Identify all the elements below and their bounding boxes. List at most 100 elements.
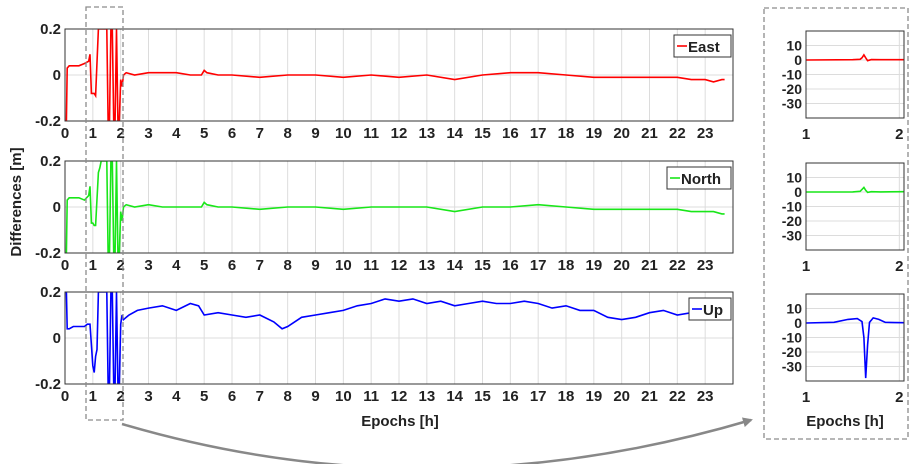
zoom-series-line-up — [806, 316, 904, 379]
x-tick-label: 1 — [89, 125, 97, 142]
x-tick-label: 7 — [256, 125, 264, 142]
x-tick-label: 2 — [895, 258, 903, 275]
x-tick-label: 10 — [335, 388, 352, 405]
legend-label: Up — [703, 302, 723, 319]
y-tick-label: 0 — [794, 184, 802, 200]
plot-border — [805, 162, 905, 251]
x-tick-label: 8 — [283, 125, 291, 142]
x-tick-label: 2 — [895, 126, 903, 143]
y-tick-label: 0 — [794, 52, 802, 68]
x-tick-label: 2 — [895, 389, 903, 406]
y-tick-label: -0.2 — [35, 113, 61, 130]
x-tick-label: 0 — [61, 388, 69, 405]
x-tick-label: 2 — [116, 257, 124, 274]
x-tick-label: 9 — [311, 388, 319, 405]
y-tick-label: -10 — [782, 199, 802, 215]
x-tick-label: 16 — [502, 125, 519, 142]
y-tick-label: 10 — [786, 301, 802, 317]
main-panels: -0.200.20 1 2 3 4 5 6 7 8 9 10 11 12 13 14 15 16 17 18 19 20… — [35, 21, 734, 405]
x-tick-label: 22 — [669, 388, 686, 405]
x-tick-label: 18 — [558, 125, 575, 142]
x-tick-label: 19 — [585, 388, 602, 405]
x-tick-label: 20 — [613, 257, 630, 274]
y-tick-label: 0.2 — [40, 284, 61, 301]
y-tick-label: -20 — [782, 81, 802, 97]
y-tick-label: -30 — [782, 359, 802, 375]
x-tick-label: 1 — [802, 258, 810, 275]
y-tick-label: 0 — [53, 330, 61, 347]
x-tick-label: 9 — [311, 257, 319, 274]
legend-up: Up — [688, 297, 732, 321]
y-tick-label: 0.2 — [40, 21, 61, 38]
x-tick-label: 1 — [89, 388, 97, 405]
x-tick-label: 10 — [335, 125, 352, 142]
x-tick-label: 20 — [613, 388, 630, 405]
x-tick-label: 21 — [641, 125, 658, 142]
zoom-series-line-north — [806, 186, 904, 194]
y-axis-title: Differences [m] — [8, 147, 25, 256]
x-tick-label: 11 — [363, 257, 379, 274]
x-tick-label: 15 — [474, 125, 491, 142]
x-tick-label: 4 — [172, 125, 181, 142]
panel-north: -0.200.20 1 2 3 4 5 6 7 8 9 10 11 12 13 14 15 16 17 18 19 20… — [35, 153, 734, 274]
x-tick-label: 20 — [613, 125, 630, 142]
x-tick-label: 2 — [116, 388, 124, 405]
series-line-up — [65, 292, 725, 384]
x-tick-label: 4 — [172, 257, 181, 274]
x-tick-label: 21 — [641, 257, 658, 274]
zoom-panels-frame — [763, 7, 909, 440]
x-tick-label: 6 — [228, 257, 236, 274]
x-tick-label: 16 — [502, 388, 519, 405]
x-tick-label: 1 — [802, 389, 810, 406]
plot-border — [64, 28, 734, 122]
series-line-north — [65, 161, 725, 253]
x-tick-label: 17 — [530, 125, 547, 142]
x-tick-label: 12 — [391, 388, 408, 405]
y-tick-label: 0.2 — [40, 153, 61, 170]
x-tick-label: 12 — [391, 257, 408, 274]
x-axis-title: Epochs [h] — [361, 413, 439, 430]
plot-border — [64, 160, 734, 254]
y-tick-label: -30 — [782, 228, 802, 244]
x-tick-label: 22 — [669, 257, 686, 274]
y-tick-label: 10 — [786, 38, 802, 54]
x-tick-label: 23 — [697, 388, 714, 405]
x-tick-label: 11 — [363, 388, 379, 405]
x-tick-label: 5 — [200, 257, 208, 274]
legend-east: East — [673, 34, 732, 58]
legend-label: East — [688, 39, 720, 56]
x-tick-label: 17 — [530, 257, 547, 274]
x-tick-label: 15 — [474, 388, 491, 405]
x-tick-label: 6 — [228, 388, 236, 405]
panel-east: -0.200.20 1 2 3 4 5 6 7 8 9 10 11 12 13 14 15 16 17 18 19 20… — [35, 21, 734, 142]
x-tick-label: 19 — [585, 125, 602, 142]
x-tick-label: 1 — [89, 257, 97, 274]
zoom-region-box — [85, 6, 124, 421]
legend-north: North — [666, 166, 732, 190]
x-tick-label: 5 — [200, 125, 208, 142]
x-tick-label: 19 — [585, 257, 602, 274]
x-tick-label: 14 — [446, 257, 463, 274]
x-tick-label: 9 — [311, 125, 319, 142]
x-tick-label: 16 — [502, 257, 519, 274]
x-tick-label: 13 — [418, 388, 435, 405]
plot-border — [64, 291, 734, 385]
x-tick-label: 0 — [61, 125, 69, 142]
y-tick-label: 0 — [53, 67, 61, 84]
x-tick-label: 0 — [61, 257, 69, 274]
x-tick-label: 7 — [256, 388, 264, 405]
y-tick-label: 10 — [786, 170, 802, 186]
zoom-panel-up: 100-10-20-301 2 — [782, 293, 905, 406]
x-tick-label: 22 — [669, 125, 686, 142]
zoom-arrow — [121, 417, 753, 464]
zoom-x-axis-title: Epochs [h] — [806, 413, 884, 430]
x-tick-label: 21 — [641, 388, 658, 405]
y-tick-label: -30 — [782, 96, 802, 112]
x-tick-label: 17 — [530, 388, 547, 405]
y-tick-label: -10 — [782, 67, 802, 83]
x-tick-label: 3 — [144, 257, 152, 274]
series-line-east — [65, 29, 725, 121]
x-tick-label: 23 — [697, 257, 714, 274]
y-tick-label: -20 — [782, 344, 802, 360]
y-tick-label: -0.2 — [35, 376, 61, 393]
